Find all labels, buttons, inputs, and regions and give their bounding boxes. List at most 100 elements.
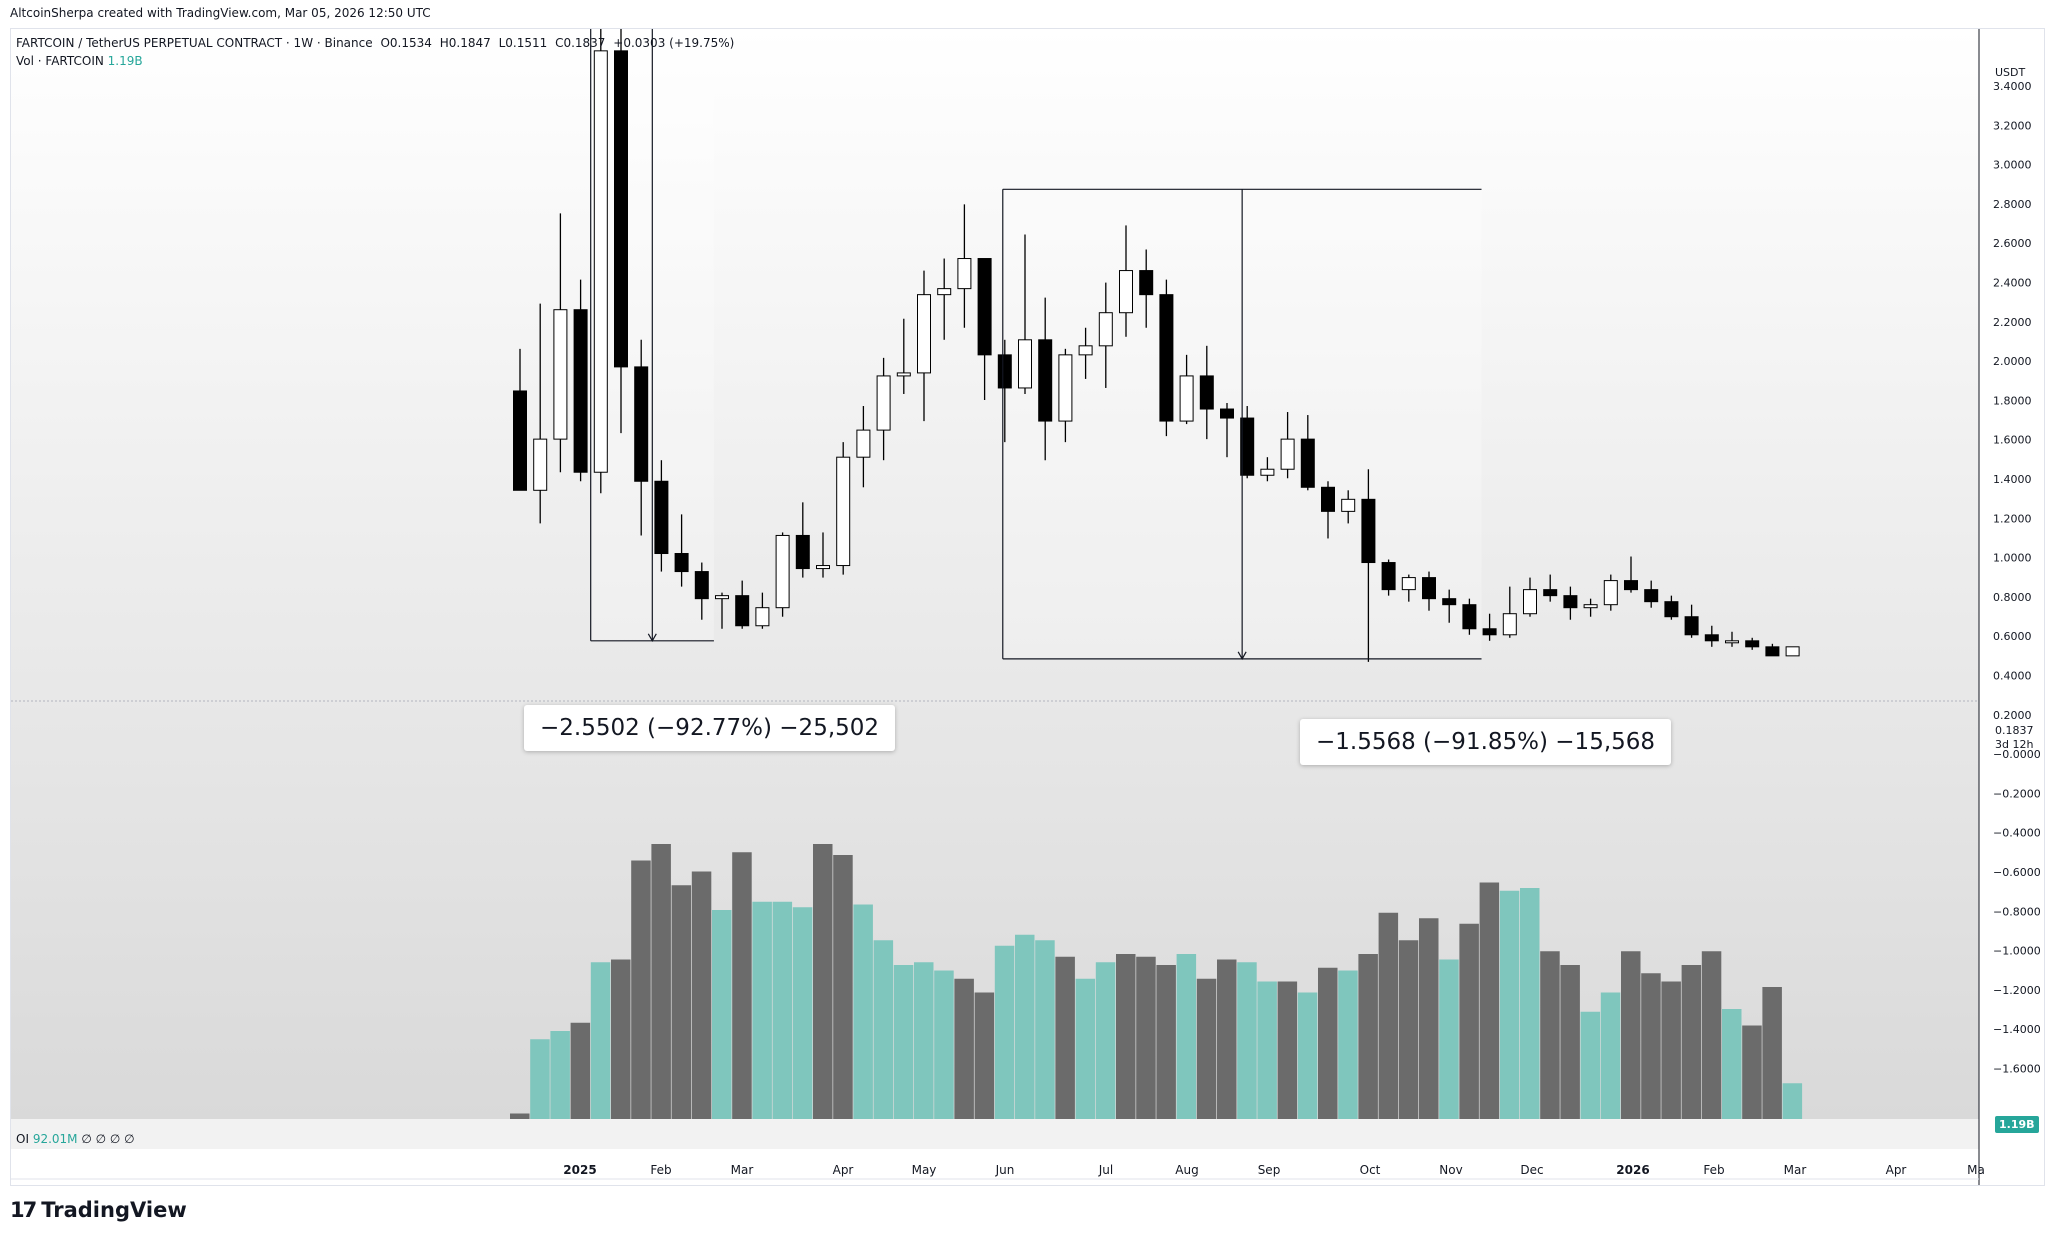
time-axis: 2025 Feb Mar Apr May Jun Jul Aug Sep Oct Nov Dec 202… [563, 1163, 1985, 1177]
volume-bar [1661, 981, 1681, 1119]
candle-body [1563, 595, 1578, 609]
time-axis-label: Jun [995, 1163, 1015, 1177]
volume-bar [1035, 940, 1055, 1119]
candle-body [1765, 646, 1780, 657]
price-axis-label: 0.4000 [1993, 670, 2032, 683]
candle-body [1644, 589, 1659, 603]
candle-body [977, 258, 992, 356]
volume-bar [994, 945, 1015, 1119]
current-price-label: 0.1837 3d 12h [1995, 724, 2044, 752]
measure-label-2[interactable]: −1.5568 (−91.85%) −15,568 [1300, 719, 1672, 765]
chart-legend[interactable]: FARTCOIN / TetherUS PERPETUAL CONTRACT ·… [16, 34, 738, 70]
volume-bar [611, 959, 631, 1119]
candle-body [1785, 646, 1800, 657]
oi-pane-background [11, 1119, 1979, 1149]
volume-bar [813, 844, 833, 1119]
volume-bar [1176, 954, 1197, 1119]
candle-body [937, 288, 952, 296]
volume-bar [651, 844, 671, 1119]
candle-body [1139, 270, 1154, 296]
price-axis-label: 2.2000 [1993, 316, 2032, 329]
candle-body [795, 534, 810, 570]
measure-label-1[interactable]: −2.5502 (−92.77%) −25,502 [524, 705, 896, 751]
candle-body [1098, 312, 1113, 347]
volume-bar [1257, 981, 1277, 1119]
volume-bar [934, 970, 954, 1119]
volume-label[interactable]: Vol · FARTCOIN [16, 54, 104, 68]
time-axis-label: Feb [1703, 1163, 1724, 1177]
volume-bar [1217, 959, 1237, 1119]
measure-arrow-head-1 [647, 633, 657, 643]
time-axis-label: Mar [1784, 1163, 1807, 1177]
candle-body [634, 366, 649, 482]
candle-body [1603, 580, 1618, 606]
candle-body [573, 309, 588, 473]
oi-legend[interactable]: OI 92.01M ∅ ∅ ∅ ∅ [16, 1132, 135, 1146]
volume-bar [530, 1039, 550, 1119]
volume-bar [1358, 954, 1378, 1119]
candle-body [1240, 417, 1255, 476]
volume-bar [1782, 1083, 1803, 1119]
candle-body [1341, 498, 1356, 512]
volume-bar [1641, 973, 1661, 1119]
chart-canvas[interactable]: 3.4000 3.2000 3.0000 2.8000 2.6000 2.4000 2.20… [11, 29, 2045, 1186]
volume-bar [1681, 965, 1702, 1119]
chart-background [11, 29, 1979, 1119]
volume-bar [772, 901, 793, 1119]
price-axis-label: 1.0000 [1993, 552, 2032, 565]
volume-bar [853, 904, 873, 1119]
candle-body [896, 372, 911, 377]
volume-bar [752, 901, 772, 1119]
candle-body [735, 595, 750, 627]
candles [513, 29, 1800, 662]
volume-bar [792, 907, 813, 1119]
time-axis-label: Dec [1520, 1163, 1543, 1177]
candle-body [553, 309, 568, 440]
volume-bar [691, 871, 712, 1119]
time-axis-label: Apr [1886, 1163, 1907, 1177]
open-value: O0.1534 [380, 36, 432, 50]
volume-bar [1762, 987, 1782, 1119]
price-axis-label: −1.4000 [1993, 1023, 2041, 1036]
time-axis-label: Oct [1360, 1163, 1381, 1177]
volume-bar [510, 1113, 530, 1119]
oi-label: OI [16, 1132, 29, 1146]
volume-bar [873, 940, 894, 1119]
candle-body [876, 375, 891, 431]
chart-frame[interactable]: 3.4000 3.2000 3.0000 2.8000 2.6000 2.4000 2.20… [10, 28, 2045, 1186]
close-value: C0.1837 [555, 36, 606, 50]
candle-body [1321, 486, 1335, 512]
candle-body [1725, 640, 1739, 644]
time-axis-label: Nov [1439, 1163, 1462, 1177]
ohlc-line: FARTCOIN / TetherUS PERPETUAL CONTRACT ·… [16, 34, 738, 52]
oi-symbols: ∅ ∅ ∅ ∅ [81, 1132, 135, 1146]
time-axis-label: Feb [650, 1163, 671, 1177]
price-axis-unit[interactable]: USDT [1995, 66, 2026, 79]
candle-body [1502, 613, 1517, 636]
candle-body [1482, 628, 1497, 636]
price-axis-label: 3.2000 [1993, 119, 2032, 132]
symbol-description[interactable]: FARTCOIN / TetherUS PERPETUAL CONTRACT ·… [16, 36, 373, 50]
current-price: 0.1837 [1995, 724, 2034, 737]
candle-body [593, 50, 608, 473]
price-axis-label: 1.8000 [1993, 394, 2032, 407]
volume-bar [1136, 956, 1156, 1119]
candle-body [1058, 354, 1073, 422]
volume-bar [671, 885, 692, 1119]
candle-body [614, 50, 628, 368]
tradingview-logo-text: TradingView [41, 1198, 187, 1222]
volume-bars [510, 844, 1803, 1119]
change-value: +0.0303 (+19.75%) [613, 36, 735, 50]
volume-value: 1.19B [107, 54, 143, 68]
candle-body [957, 258, 972, 290]
created-text: AltcoinSherpa created with TradingView.c… [10, 6, 431, 20]
price-axis-label: −1.6000 [1993, 1063, 2041, 1076]
price-axis-label: −0.6000 [1993, 866, 2041, 879]
candle-body [755, 607, 770, 627]
time-axis-label: 2026 [1616, 1163, 1649, 1177]
candle-body [1260, 468, 1275, 476]
volume-bar [1479, 882, 1500, 1119]
volume-bar [1701, 951, 1722, 1119]
volume-bar [1378, 912, 1399, 1119]
tradingview-logo[interactable]: 17 TradingView [10, 1198, 187, 1222]
